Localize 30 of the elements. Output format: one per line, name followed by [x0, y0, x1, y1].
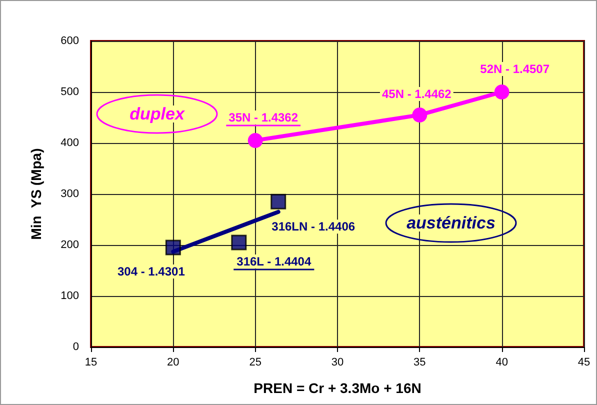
x-tick-label: 40	[496, 356, 508, 368]
x-tick-label: 30	[331, 356, 344, 368]
annotation: 45N - 1.4462	[382, 86, 452, 101]
y-tick-label: 500	[60, 86, 79, 98]
annotation: 316LN - 1.4406	[272, 220, 356, 234]
y-tick-label: 100	[60, 290, 79, 302]
annotation: 35N - 1.4362	[228, 110, 298, 124]
annotation: 316L - 1.4404	[236, 254, 312, 268]
x-tick-label: 25	[249, 356, 262, 368]
x-tick-label: 35	[414, 356, 426, 368]
point	[270, 194, 286, 210]
x-tick-label: 45	[578, 356, 590, 368]
y-tick-label: 0	[72, 341, 79, 353]
annotation: duplex	[130, 104, 186, 124]
y-tick-label: 300	[60, 188, 79, 200]
point	[165, 240, 181, 256]
annotation: 52N - 1.4507	[480, 62, 550, 76]
annotation: austénitics	[406, 214, 496, 232]
annotation: 304 - 1.4301	[117, 264, 186, 279]
point	[231, 234, 247, 250]
point	[494, 84, 510, 100]
y-tick-label: 200	[60, 239, 79, 251]
point	[412, 107, 428, 122]
x-tick-label: 20	[167, 356, 180, 368]
y-tick-label: 400	[60, 137, 79, 149]
point	[248, 132, 263, 148]
y-tick-label: 600	[60, 35, 79, 47]
x-axis-title: PREN = Cr + 3.3Mo + 16N	[254, 380, 422, 396]
y-axis-title: Min YS (Mpa)	[28, 148, 44, 240]
x-tick-label: 15	[84, 356, 98, 368]
